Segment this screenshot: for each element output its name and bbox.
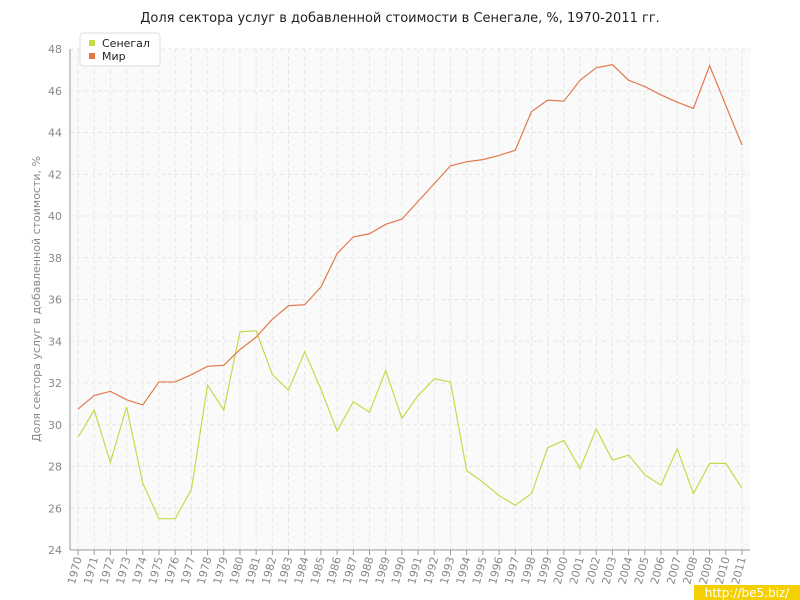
y-tick-label: 26 [48, 502, 62, 515]
legend-swatch [89, 53, 95, 59]
legend-label: Мир [102, 50, 126, 63]
y-tick-label: 38 [48, 252, 62, 265]
watermark: http://be5.biz/ [705, 586, 790, 600]
y-axis-label: Доля сектора услуг в добавленной стоимос… [30, 156, 43, 442]
legend-label: Сенегал [102, 37, 150, 50]
y-tick-label: 36 [48, 294, 62, 307]
y-tick-label: 48 [48, 43, 62, 56]
y-tick-label: 30 [48, 419, 62, 432]
chart-title: Доля сектора услуг в добавленной стоимос… [140, 11, 660, 26]
legend-swatch [89, 40, 95, 46]
y-tick-label: 42 [48, 168, 62, 181]
legend-box [79, 32, 161, 67]
series-line [77, 64, 743, 410]
y-tick-label: 34 [48, 335, 62, 348]
series-line [77, 330, 743, 520]
y-tick-label: 28 [48, 461, 62, 474]
y-tick-label: 24 [48, 544, 62, 557]
y-tick-label: 40 [48, 210, 62, 223]
y-tick-label: 32 [48, 377, 62, 390]
y-tick-label: 46 [48, 85, 62, 98]
watermark-box [694, 585, 800, 600]
y-tick-label: 44 [48, 127, 62, 140]
